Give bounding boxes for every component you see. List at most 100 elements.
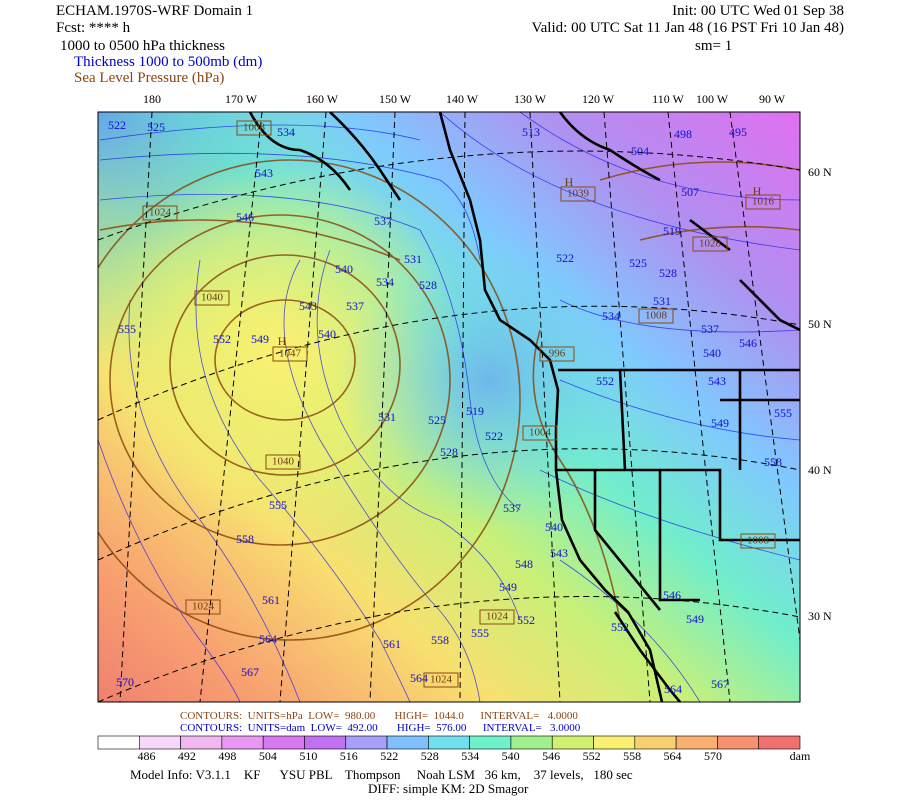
pressure-label: 1008 bbox=[747, 535, 770, 547]
thickness-label: 555 bbox=[269, 498, 287, 512]
pressure-label-box bbox=[638, 308, 674, 324]
model-info: Model Info: V3.1.1 KF YSU PBL Thompson N… bbox=[130, 767, 633, 782]
thickness-label: 543 bbox=[708, 374, 726, 388]
colorbar-label: 564 bbox=[664, 749, 682, 763]
thickness-legend: Thickness 1000 to 500mb (dm) bbox=[74, 54, 263, 70]
thickness-label: 498 bbox=[674, 127, 692, 141]
thickness-label: 531 bbox=[404, 252, 422, 266]
thickness-label: 546 bbox=[663, 588, 681, 602]
thickness-contour-info: CONTOURS: UNITS=dam LOW= 492.00 HIGH= 57… bbox=[180, 722, 581, 734]
colorbar-box bbox=[593, 735, 636, 750]
thickness-label: 495 bbox=[729, 125, 747, 139]
thickness-label: 540 bbox=[318, 327, 336, 341]
field-name: 1000 to 0500 hPa thickness bbox=[60, 38, 225, 54]
pressure-label-box bbox=[560, 186, 596, 202]
thickness-label: 567 bbox=[711, 677, 729, 691]
thickness-label: 555 bbox=[118, 322, 136, 336]
pressure-label-box bbox=[692, 236, 728, 252]
thickness-label: 537 bbox=[346, 299, 364, 313]
forecast-hour: Fcst: **** h bbox=[56, 20, 131, 36]
thickness-label: 540 bbox=[545, 520, 563, 534]
thickness-label: 525 bbox=[147, 120, 165, 134]
colorbar-label: 504 bbox=[259, 749, 277, 763]
thickness-label: 531 bbox=[378, 410, 396, 424]
colorbar-box bbox=[304, 735, 347, 750]
map-field: 522 525 534 543 546 537 531 540 534 528 543 537 549 5… bbox=[98, 112, 800, 702]
pressure-label-box bbox=[194, 290, 230, 306]
colorbar-label: 570 bbox=[704, 749, 722, 763]
pressure-label: 1024 bbox=[192, 601, 215, 613]
init-time: Init: 00 UTC Wed 01 Sep 38 bbox=[672, 3, 844, 19]
slp-contour-info: CONTOURS: UNITS=hPa LOW= 980.00 HIGH= 10… bbox=[180, 710, 578, 722]
pressure-label-box bbox=[740, 533, 776, 549]
colorbar-box bbox=[469, 735, 512, 750]
thickness-label: 558 bbox=[236, 532, 254, 546]
thickness-label: 528 bbox=[419, 278, 437, 292]
pressure-label-box bbox=[185, 599, 221, 615]
pressure-label-box bbox=[745, 194, 781, 210]
diff-info: DIFF: simple KM: 2D Smagor bbox=[368, 781, 529, 796]
thickness-label: 561 bbox=[262, 593, 280, 607]
colorbar-label: 486 bbox=[137, 749, 155, 763]
thickness-label: 534 bbox=[277, 125, 295, 139]
model-title: ECHAM.1970S-WRF Domain 1 bbox=[56, 3, 254, 19]
pressure-label: 1024 bbox=[149, 207, 172, 219]
colorbar-label: 516 bbox=[340, 749, 358, 763]
thickness-label: 546 bbox=[236, 210, 254, 224]
thickness-label: 525 bbox=[629, 256, 647, 270]
high-marker: H bbox=[278, 334, 287, 348]
valid-time: Valid: 00 UTC Sat 11 Jan 48 (16 PST Fri … bbox=[531, 20, 844, 36]
thickness-label: 519 bbox=[663, 224, 681, 238]
pressure-label: 1028 bbox=[699, 238, 722, 250]
pressure-label: 1008 bbox=[243, 122, 266, 134]
thickness-label: 549 bbox=[686, 612, 704, 626]
pressure-label-box bbox=[423, 672, 459, 688]
colorbar-label: 552 bbox=[583, 749, 601, 763]
longitude-label: 150 W bbox=[379, 92, 412, 106]
pressure-label-box bbox=[539, 346, 575, 362]
longitude-label: 120 W bbox=[582, 92, 615, 106]
thickness-label: 525 bbox=[428, 413, 446, 427]
colorbar-box bbox=[262, 735, 305, 750]
colorbar-unit: dam bbox=[790, 749, 811, 763]
thickness-label: 549 bbox=[251, 332, 269, 346]
thickness-label: 543 bbox=[255, 166, 273, 180]
colorbar-label: 558 bbox=[623, 749, 641, 763]
thickness-label: 558 bbox=[764, 455, 782, 469]
thickness-label: 564 bbox=[664, 682, 682, 696]
thickness-label: 552 bbox=[517, 613, 535, 627]
colorbar-label: 522 bbox=[380, 749, 398, 763]
colorbar-box bbox=[717, 735, 760, 750]
thickness-label: 522 bbox=[556, 251, 574, 265]
colorbar-label: 534 bbox=[461, 749, 479, 763]
colorbar-label: 492 bbox=[178, 749, 196, 763]
pressure-label-box bbox=[236, 120, 272, 136]
thickness-label: 558 bbox=[431, 633, 449, 647]
colorbar-box bbox=[386, 735, 429, 750]
colorbar-label: 498 bbox=[218, 749, 236, 763]
colorbar-label: 540 bbox=[502, 749, 520, 763]
pressure-label: 1040 bbox=[272, 456, 295, 468]
latitude-label: 60 N bbox=[808, 165, 832, 179]
pressure-label-box bbox=[479, 609, 515, 625]
thickness-label: 507 bbox=[681, 185, 699, 199]
colorbar-box bbox=[97, 735, 140, 750]
smoothing: sm= 1 bbox=[695, 38, 733, 54]
colorbar-box bbox=[428, 735, 470, 750]
thickness-label: 534 bbox=[376, 275, 394, 289]
thickness-label: 543 bbox=[299, 299, 317, 313]
pressure-label: 1040 bbox=[201, 292, 224, 304]
thickness-label: 570 bbox=[116, 675, 134, 689]
longitude-label: 180 bbox=[143, 92, 161, 106]
pressure-label: 1008 bbox=[645, 310, 668, 322]
latitude-label: 30 N bbox=[808, 609, 832, 623]
high-marker: H bbox=[753, 184, 762, 198]
thickness-label: 548 bbox=[515, 557, 533, 571]
thickness-label: 543 bbox=[550, 546, 568, 560]
pressure-label-box bbox=[265, 454, 301, 470]
longitude-label: 160 W bbox=[306, 92, 339, 106]
thickness-label: 537 bbox=[374, 214, 392, 228]
longitude-label: 130 W bbox=[514, 92, 547, 106]
